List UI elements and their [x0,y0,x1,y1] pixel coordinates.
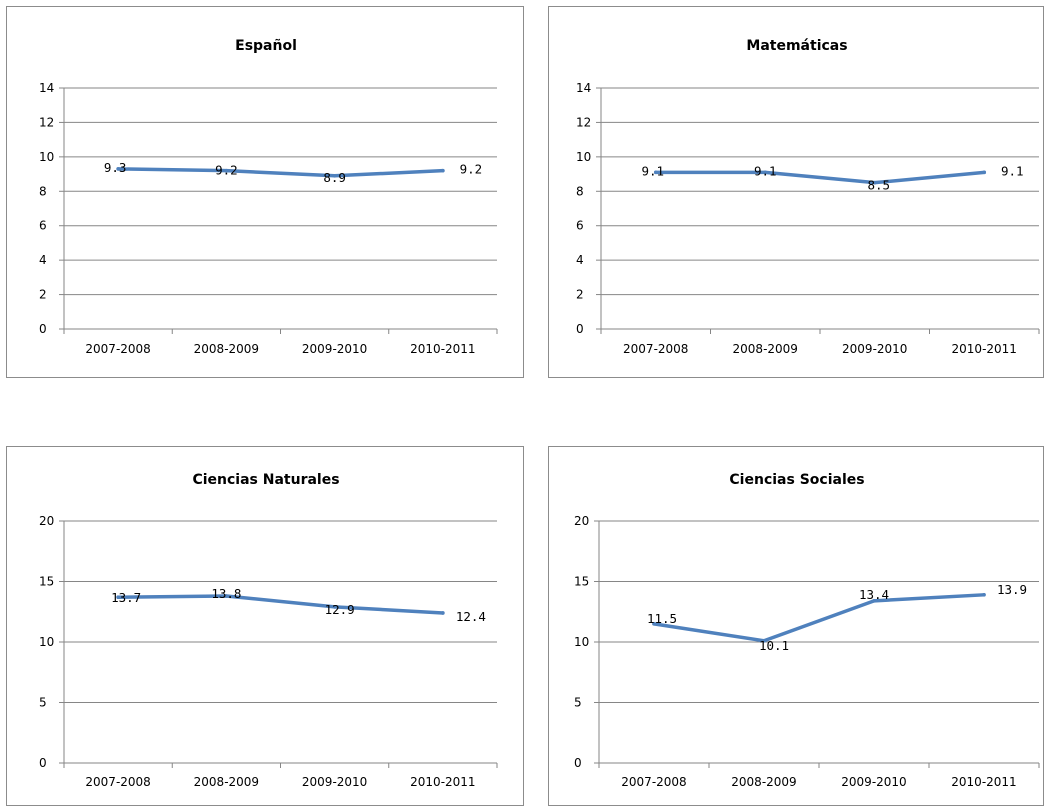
chart-svg-matematicas: Matemáticas 0 2 4 6 8 10 12 14 2007-2008 2008-2009… [576,38,1040,356]
data-label: 13.8 [211,586,241,601]
y-tick-label: 0 [39,756,47,770]
x-tick-label: 2009-2010 [302,342,367,356]
x-tick-label: 2010-2011 [410,342,475,356]
x-tick-label: 2010-2011 [952,342,1017,356]
data-label: 9.1 [754,163,777,178]
data-label: 9.2 [460,162,483,177]
x-tick-label: 2009-2010 [842,342,907,356]
x-tick-label: 2007-2008 [621,775,686,789]
chart-title: Español [235,38,297,54]
x-tick-label: 2007-2008 [623,342,688,356]
data-point [116,595,120,600]
data-point [653,170,658,175]
y-tick-label: 12 [576,115,591,129]
x-tick-label: 2009-2010 [302,775,367,789]
y-tick-label: 0 [574,756,582,770]
chart-title: Ciencias Sociales [729,472,864,488]
data-label: 13.9 [997,582,1027,597]
chart-espanol: Español 0 2 4 6 8 10 12 14 2007-2008 2008-2009 2009… [6,6,524,378]
x-tick-label: 2008-2009 [194,775,259,789]
x-tick-label: 2008-2009 [731,775,796,789]
data-label: 9.1 [1001,163,1024,178]
chart-svg-ciencias-sociales: Ciencias Sociales 0 5 10 15 20 2007-2008 2008-2… [574,472,1040,789]
y-tick-label: 0 [576,322,584,336]
y-tick-label: 2 [576,288,584,302]
y-tick-label: 15 [39,575,54,589]
data-point [762,638,766,643]
data-point [872,180,877,185]
x-tick-label: 2008-2009 [194,342,259,356]
x-tick-label: 2007-2008 [85,775,150,789]
data-label: 11.5 [647,611,677,626]
data-point [116,167,120,171]
data-label: 9.3 [104,160,127,175]
series-line [652,593,986,643]
data-point [224,168,229,173]
x-tick-label: 2010-2011 [410,775,475,789]
y-tick-label: 10 [39,150,54,164]
data-label: 12.9 [325,602,355,617]
y-tick-label: 10 [39,635,54,649]
data-point [982,170,987,175]
chart-title: Matemáticas [746,38,847,54]
series-line [116,594,445,615]
data-point [224,594,229,598]
x-tick-label: 2009-2010 [841,775,906,789]
y-tick-label: 2 [39,288,47,302]
y-tick-label: 0 [39,322,47,336]
y-tick-label: 5 [574,696,582,710]
chart-svg-espanol: Español 0 2 4 6 8 10 12 14 2007-2008 2008-2009 2009… [39,38,498,356]
y-tick-label: 12 [39,115,54,129]
data-label: 10.1 [759,638,789,653]
data-label: 8.5 [867,178,890,193]
data-label: 9.2 [215,163,238,178]
data-point [872,599,876,603]
y-tick-label: 8 [39,184,47,198]
x-tick-label: 2010-2011 [951,775,1016,789]
y-tick-label: 4 [576,253,584,267]
y-tick-label: 10 [574,635,589,649]
y-tick-label: 8 [576,184,584,198]
data-label: 13.4 [859,587,889,602]
data-point [332,173,337,178]
data-point [763,170,768,175]
y-tick-label: 14 [39,81,54,95]
y-tick-label: 10 [576,150,591,164]
chart-title: Ciencias Naturales [192,472,339,488]
data-label: 13.7 [111,590,141,605]
y-tick-label: 5 [39,696,47,710]
data-point [441,168,445,173]
data-label: 12.4 [456,609,486,624]
y-tick-label: 4 [39,253,47,267]
chart-ciencias-naturales: Ciencias Naturales 0 5 10 15 20 2007-2008 2008-… [6,446,524,806]
series-line [116,167,445,178]
y-tick-label: 20 [574,514,589,528]
chart-matematicas: Matemáticas 0 2 4 6 8 10 12 14 2007-2008 2008-2009… [548,6,1044,378]
y-tick-label: 15 [574,575,589,589]
data-point [441,611,445,615]
chart-svg-ciencias-naturales: Ciencias Naturales 0 5 10 15 20 2007-2008 2008-… [39,472,498,789]
y-tick-label: 14 [576,81,591,95]
data-point [982,593,986,597]
x-tick-label: 2008-2009 [733,342,798,356]
y-tick-label: 20 [39,514,54,528]
data-point [652,622,656,626]
data-label: 8.9 [323,170,346,185]
y-tick-label: 6 [576,219,584,233]
data-point [332,605,337,609]
x-tick-label: 2007-2008 [85,342,150,356]
chart-ciencias-sociales: Ciencias Sociales 0 5 10 15 20 2007-2008 2008-2… [548,446,1044,806]
y-tick-label: 6 [39,219,47,233]
series-line [654,170,986,185]
data-label: 9.1 [641,163,664,178]
